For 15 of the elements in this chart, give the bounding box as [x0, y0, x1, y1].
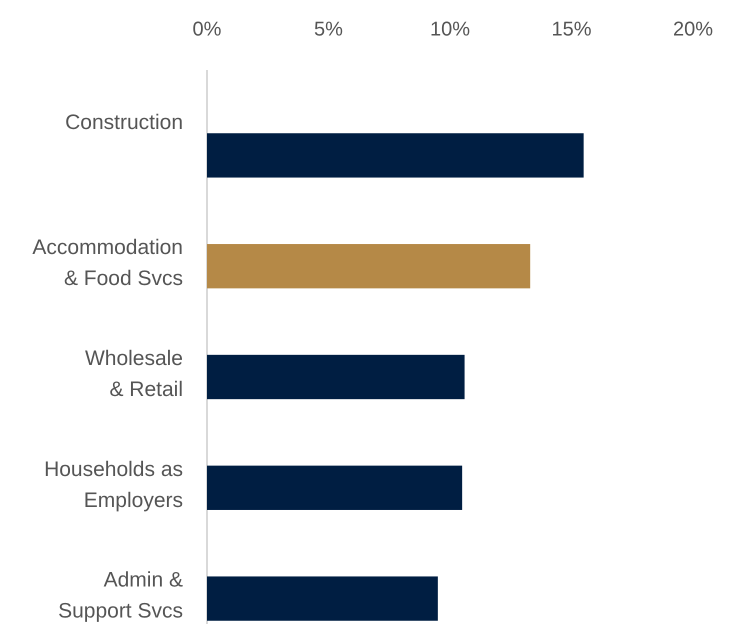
- y-tick-label: Accommodation & Food Svcs: [32, 236, 183, 290]
- x-tick-label: 0%: [192, 18, 222, 40]
- bar: [207, 133, 584, 178]
- x-tick-label: 5%: [314, 18, 344, 40]
- bar: [207, 354, 465, 400]
- x-tick-label: 10%: [430, 18, 470, 40]
- x-tick-label: 20%: [672, 18, 714, 40]
- bar: [207, 576, 438, 621]
- bar: [207, 466, 462, 510]
- y-tick-label: Households as Employers: [44, 458, 183, 512]
- y-tick-label: Construction: [65, 110, 183, 134]
- bar: [207, 244, 530, 288]
- y-tick-label: Wholesale & Retail: [84, 347, 183, 402]
- x-tick-label: 15%: [551, 18, 592, 40]
- y-tick-label: Admin & Support Svcs: [58, 568, 183, 623]
